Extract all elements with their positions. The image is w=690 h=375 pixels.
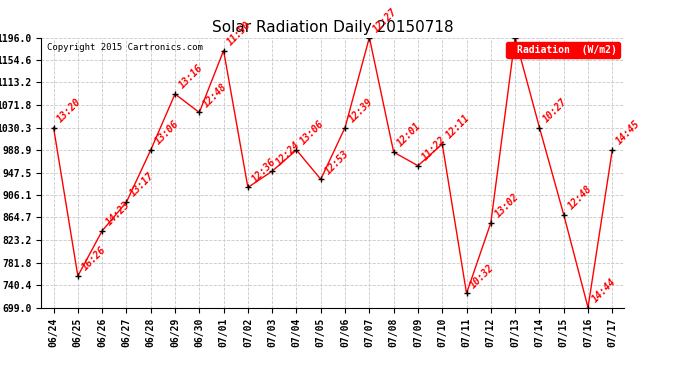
Text: 11:50: 11:50 <box>226 20 253 47</box>
Text: 10:32: 10:32 <box>469 262 496 290</box>
Title: Solar Radiation Daily 20150718: Solar Radiation Daily 20150718 <box>212 20 454 35</box>
Text: 12:27: 12:27 <box>371 6 399 34</box>
Legend: Radiation  (W/m2): Radiation (W/m2) <box>506 42 620 58</box>
Text: 16:26: 16:26 <box>80 245 108 273</box>
Text: 11:22: 11:22 <box>420 135 448 162</box>
Text: 12:48: 12:48 <box>201 81 229 109</box>
Text: 13:06: 13:06 <box>299 119 326 147</box>
Text: 12:01: 12:01 <box>395 121 424 149</box>
Text: 12:48: 12:48 <box>566 183 593 211</box>
Text: 13:06: 13:06 <box>152 119 181 147</box>
Text: 10:27: 10:27 <box>542 96 569 124</box>
Text: 13:16: 13:16 <box>177 63 205 91</box>
Text: 12:39: 12:39 <box>347 96 375 124</box>
Text: 12:36: 12:36 <box>250 156 277 184</box>
Text: 12:53: 12:53 <box>323 148 351 176</box>
Text: 14:44: 14:44 <box>590 276 618 304</box>
Text: 12:24: 12:24 <box>274 140 302 168</box>
Text: 13:02: 13:02 <box>493 192 521 219</box>
Text: Copyright 2015 Cartronics.com: Copyright 2015 Cartronics.com <box>47 43 203 52</box>
Text: 14:45: 14:45 <box>614 119 642 147</box>
Text: 13:20: 13:20 <box>55 96 83 124</box>
Text: 14:23: 14:23 <box>104 200 132 228</box>
Text: 13:17: 13:17 <box>128 171 156 199</box>
Text: 12:11: 12:11 <box>444 113 472 141</box>
